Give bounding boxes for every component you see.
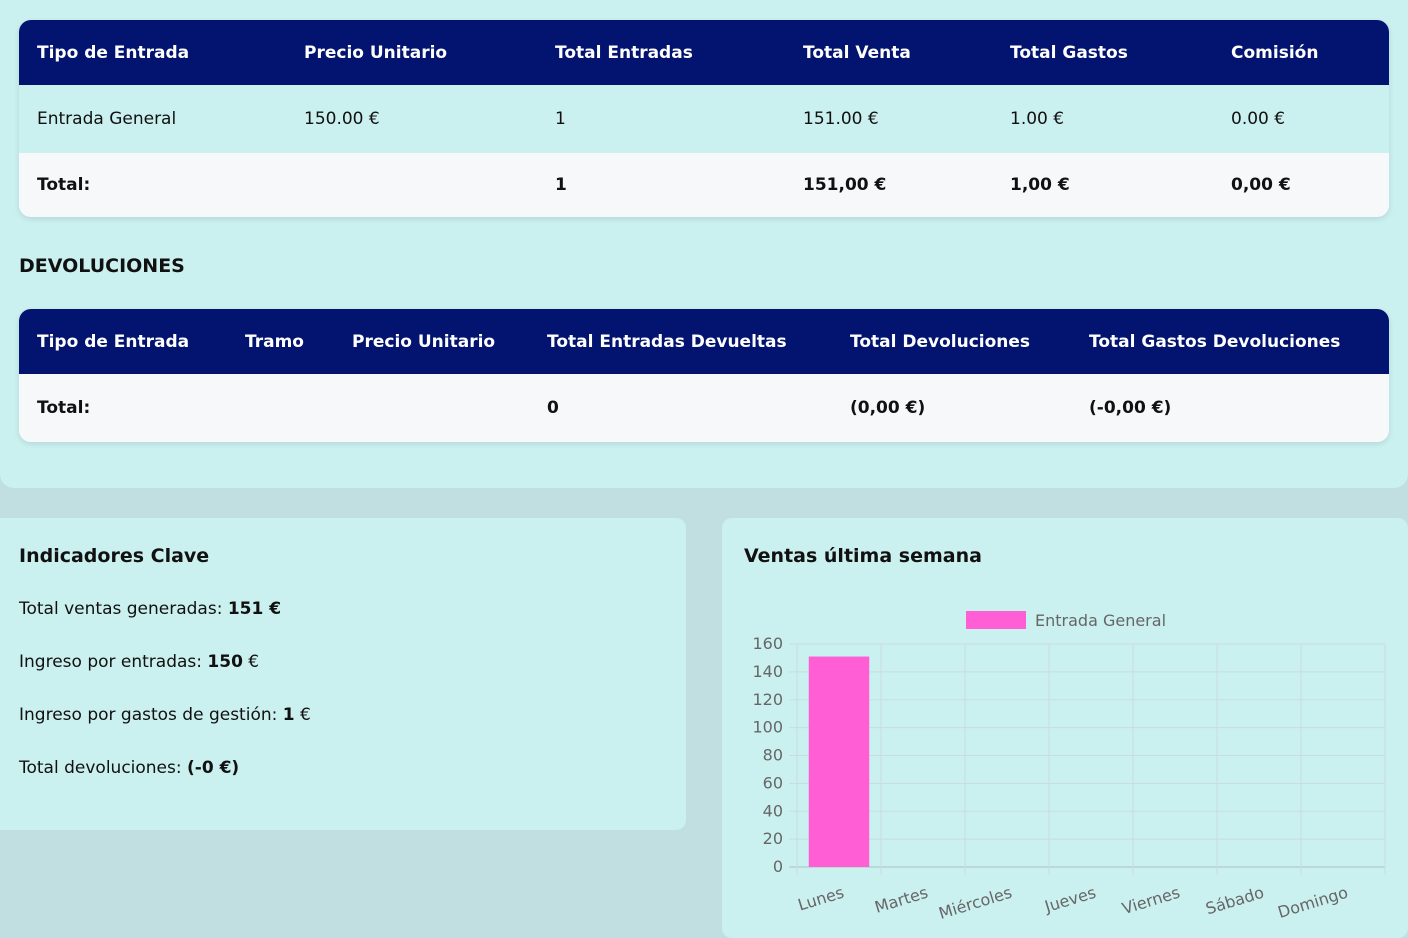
- returns-table-card: Tipo de Entrada Tramo Precio Unitario To…: [19, 309, 1389, 442]
- legend-swatch: [966, 611, 1026, 629]
- kpi-label: Total devoluciones:: [19, 758, 182, 778]
- total-entradas: 1: [537, 153, 785, 217]
- report-panel: Tipo de Entrada Precio Unitario Total En…: [0, 0, 1408, 488]
- table-cell: [227, 374, 334, 442]
- y-tick-label: 140: [752, 662, 783, 681]
- col-header-total-devoluciones: Total Devoluciones: [832, 309, 1071, 374]
- col-header-total-gastos: Total Gastos: [992, 20, 1213, 85]
- y-tick-label: 120: [752, 690, 783, 709]
- total-venta: 151,00 €: [785, 153, 992, 217]
- y-tick-label: 0: [773, 857, 783, 876]
- col-header-tramo: Tramo: [227, 309, 334, 374]
- table-cell: [334, 374, 529, 442]
- x-tick-label: Martes: [872, 883, 930, 917]
- col-header-tipo-entrada: Tipo de Entrada: [19, 309, 227, 374]
- table-cell: 151.00 €: [785, 85, 992, 153]
- table-row: Entrada General 150.00 € 1 151.00 € 1.00…: [19, 85, 1389, 153]
- y-tick-label: 160: [752, 634, 783, 653]
- total-gastos-devoluciones: (-0,00 €): [1071, 374, 1389, 442]
- kpi-ingreso-gastos: Ingreso por gastos de gestión: 1 €: [19, 705, 311, 725]
- col-header-precio-unitario: Precio Unitario: [334, 309, 529, 374]
- weekly-sales-chart: 0 20 40 60 80 100 120 140 160 Lunes Martes Miércole…: [752, 611, 1386, 923]
- y-tick-label: 80: [763, 746, 783, 765]
- kpi-suffix: €: [242, 652, 260, 672]
- total-label: Total:: [19, 374, 227, 442]
- weekly-sales-card: Ventas última semana 0 20 40 60 80 100 120 140 1…: [722, 518, 1408, 938]
- total-comision: 0,00 €: [1213, 153, 1389, 217]
- table-cell: 150.00 €: [286, 85, 537, 153]
- total-label: Total:: [19, 153, 286, 217]
- kpi-total-devoluciones: Total devoluciones: (-0 €): [19, 758, 239, 778]
- table-total-row: Total: 1 151,00 € 1,00 € 0,00 €: [19, 153, 1389, 217]
- sales-table: Tipo de Entrada Precio Unitario Total En…: [19, 20, 1389, 217]
- kpi-value: 1: [282, 705, 295, 725]
- bar-lunes: [808, 656, 870, 867]
- table-cell: [286, 153, 537, 217]
- table-cell: Entrada General: [19, 85, 286, 153]
- x-tick-label: Jueves: [1042, 883, 1099, 917]
- table-cell: 0.00 €: [1213, 85, 1389, 153]
- returns-table: Tipo de Entrada Tramo Precio Unitario To…: [19, 309, 1389, 442]
- kpi-value: 151 €: [227, 599, 282, 619]
- kpi-value: 150: [207, 652, 243, 672]
- table-cell: 1.00 €: [992, 85, 1213, 153]
- col-header-total-gastos-devoluciones: Total Gastos Devoluciones: [1071, 309, 1389, 374]
- col-header-comision: Comisión: [1213, 20, 1389, 85]
- table-total-row: Total: 0 (0,00 €) (-0,00 €): [19, 374, 1389, 442]
- chart-title: Ventas última semana: [744, 545, 982, 567]
- y-tick-label: 100: [752, 718, 783, 737]
- kpi-label: Ingreso por entradas:: [19, 652, 202, 672]
- total-devoluciones: (0,00 €): [832, 374, 1071, 442]
- kpi-label: Ingreso por gastos de gestión:: [19, 705, 278, 725]
- col-header-total-entradas: Total Entradas: [537, 20, 785, 85]
- x-tick-label: Miércoles: [936, 883, 1014, 923]
- sales-table-card: Tipo de Entrada Precio Unitario Total En…: [19, 20, 1389, 217]
- kpi-ingreso-entradas: Ingreso por entradas: 150 €: [19, 652, 259, 672]
- kpi-total-ventas: Total ventas generadas: 151 €: [19, 599, 281, 619]
- legend-label: Entrada General: [1035, 611, 1166, 630]
- table-cell: 1: [537, 85, 785, 153]
- x-tick-label: Domingo: [1276, 883, 1351, 922]
- col-header-total-venta: Total Venta: [785, 20, 992, 85]
- col-header-total-entradas-devueltas: Total Entradas Devueltas: [529, 309, 832, 374]
- y-tick-label: 40: [763, 801, 783, 820]
- kpi-title: Indicadores Clave: [19, 545, 210, 567]
- kpi-suffix: €: [294, 705, 311, 725]
- kpi-value: (-0 €): [187, 758, 240, 778]
- sales-table-header: Tipo de Entrada Precio Unitario Total En…: [19, 20, 1389, 85]
- x-tick-label: Sábado: [1203, 883, 1266, 919]
- y-tick-label: 60: [763, 773, 783, 792]
- col-header-tipo-entrada: Tipo de Entrada: [19, 20, 286, 85]
- col-header-precio-unitario: Precio Unitario: [286, 20, 537, 85]
- returns-table-header: Tipo de Entrada Tramo Precio Unitario To…: [19, 309, 1389, 374]
- returns-section-title: DEVOLUCIONES: [19, 255, 185, 277]
- kpi-card: Indicadores Clave Total ventas generadas…: [0, 518, 686, 830]
- x-tick-label: Lunes: [796, 883, 847, 915]
- kpi-label: Total ventas generadas:: [19, 599, 223, 619]
- y-tick-label: 20: [763, 829, 783, 848]
- x-tick-label: Viernes: [1120, 883, 1182, 919]
- total-entradas-devueltas: 0: [529, 374, 832, 442]
- total-gastos: 1,00 €: [992, 153, 1213, 217]
